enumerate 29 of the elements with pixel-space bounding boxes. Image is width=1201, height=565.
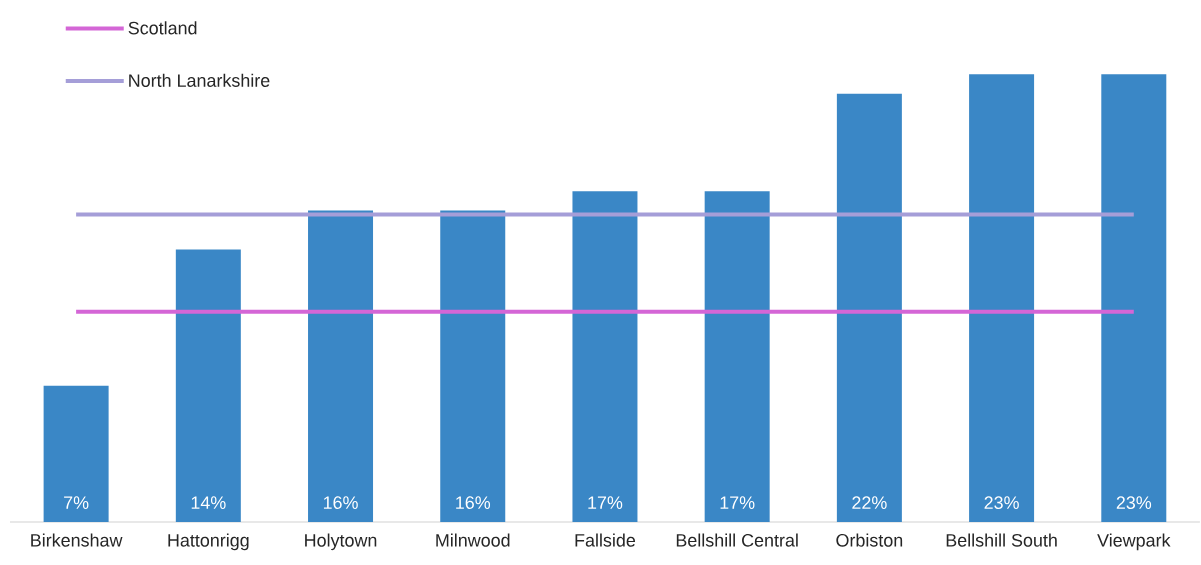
data-label: 17% [720, 496, 755, 509]
data-label: 17% [588, 496, 623, 509]
data-label: 14% [191, 496, 226, 509]
legend-label: Scotland [128, 21, 197, 35]
legend-label: North Lanarkshire [129, 73, 270, 87]
data-label: 23% [984, 496, 1019, 509]
x-tick-label: Birkenshaw [31, 533, 123, 547]
data-label: 7% [64, 496, 89, 509]
bar [308, 210, 374, 522]
x-tick-label: Holytown [305, 533, 377, 551]
x-tick-label: Bellshill South [946, 533, 1057, 547]
x-tick-label: Orbiston [836, 533, 903, 547]
bar [440, 210, 506, 522]
data-label: 22% [852, 496, 887, 509]
data-label: 16% [323, 496, 358, 509]
x-tick-label: Milnwood [436, 533, 510, 547]
x-tick-label: Bellshill Central [676, 533, 798, 547]
bar [704, 191, 770, 522]
bar [1101, 74, 1167, 522]
bar [175, 249, 241, 522]
bar [43, 385, 109, 522]
x-tick-label: Viewpark [1097, 533, 1171, 551]
x-tick-label: Hattonrigg [168, 533, 249, 551]
data-label: 23% [1116, 496, 1152, 509]
bar [572, 191, 638, 522]
data-label: 16% [456, 496, 491, 509]
bar [969, 74, 1035, 522]
bar [836, 93, 902, 522]
x-tick-label: Fallside [575, 533, 636, 547]
